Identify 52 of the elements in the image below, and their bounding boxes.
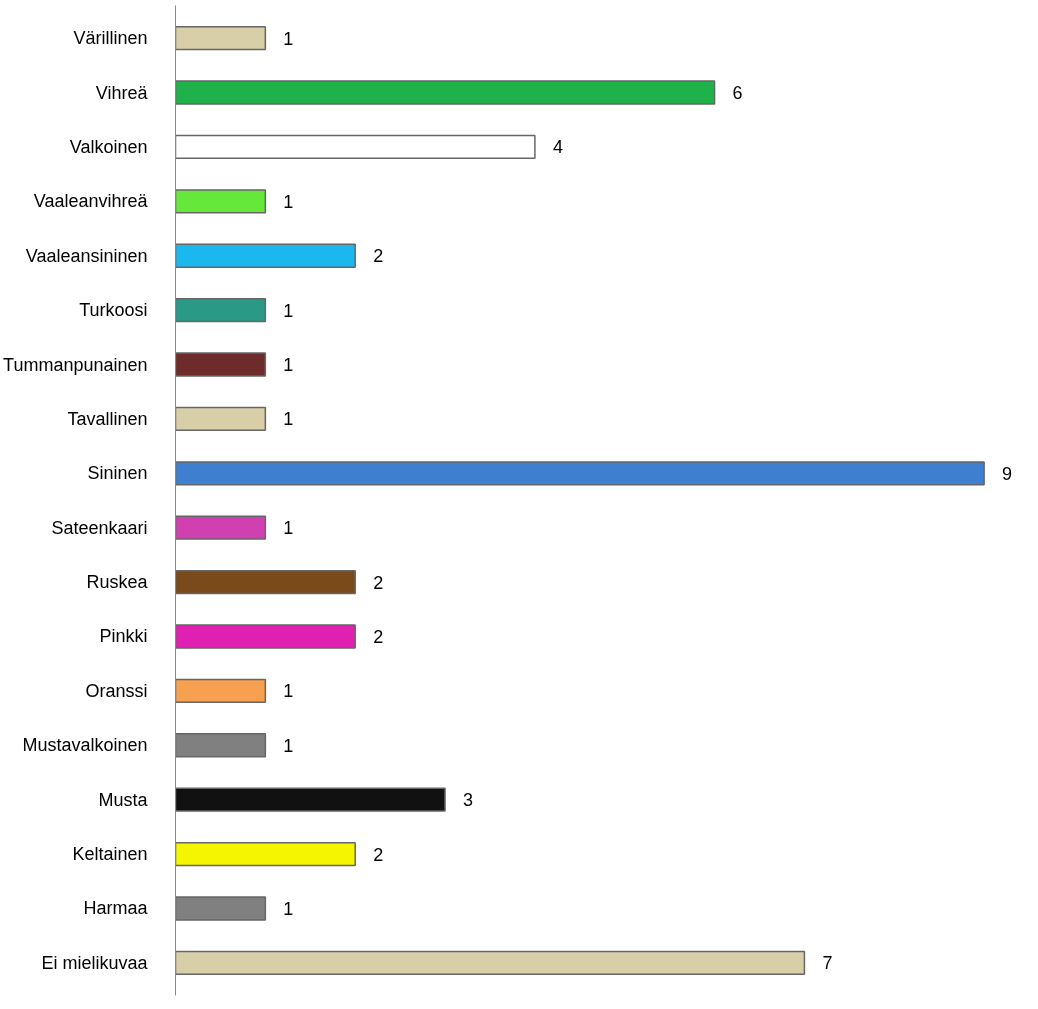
bar (175, 80, 716, 105)
data-label: 1 (283, 191, 294, 212)
y-tick-label: Tummanpunainen (3, 354, 148, 375)
y-tick-label: Mustavalkoinen (22, 735, 148, 756)
data-label: 2 (373, 246, 384, 267)
y-tick-label: Sateenkaari (51, 517, 148, 538)
y-tick-label: Ruskea (86, 572, 149, 593)
bar (175, 950, 806, 976)
bar (175, 515, 267, 540)
y-tick-label: Tavallinen (67, 408, 148, 429)
data-label: 1 (283, 681, 294, 702)
data-label: 6 (732, 83, 743, 104)
data-label: 2 (373, 572, 384, 593)
bar (175, 134, 536, 160)
y-tick-label: Vaaleanvihreä (33, 191, 149, 212)
data-label: 9 (1002, 463, 1013, 484)
y-tick-label: Värillinen (73, 28, 148, 49)
data-label: 1 (283, 518, 294, 539)
y-tick-label: Oranssi (85, 680, 148, 701)
bar (175, 624, 356, 649)
y-tick-label: Vihreä (95, 82, 149, 103)
bar (175, 569, 356, 595)
y-tick-label: Sininen (87, 463, 148, 484)
data-label: 2 (373, 626, 384, 647)
bar (175, 678, 267, 704)
y-tick-label: Harmaa (83, 898, 149, 919)
data-label: 1 (283, 898, 294, 919)
data-label: 7 (822, 953, 833, 974)
data-label: 1 (283, 300, 294, 321)
data-label: 3 (463, 790, 474, 811)
data-label: 1 (283, 355, 294, 376)
bar (175, 189, 267, 214)
y-tick-label: Musta (98, 789, 149, 810)
bar (175, 352, 267, 377)
y-tick-label: Vaaleansininen (25, 245, 148, 266)
bar (175, 25, 267, 51)
y-tick-label: Turkoosi (79, 300, 148, 321)
data-label: 1 (283, 28, 294, 49)
y-tick-label: Keltainen (72, 844, 148, 865)
data-label: 1 (283, 735, 294, 756)
bar (175, 297, 267, 323)
bar (175, 841, 356, 867)
data-label: 1 (283, 409, 294, 430)
data-label: 4 (552, 137, 563, 158)
bar (175, 406, 267, 432)
bar (175, 461, 985, 486)
data-label: 2 (373, 844, 384, 865)
bar (175, 243, 356, 268)
y-tick-label: Valkoinen (69, 136, 148, 157)
bar (175, 787, 446, 812)
y-tick-label: Pinkki (99, 626, 148, 647)
y-tick-label: Ei mielikuvaa (41, 952, 149, 973)
